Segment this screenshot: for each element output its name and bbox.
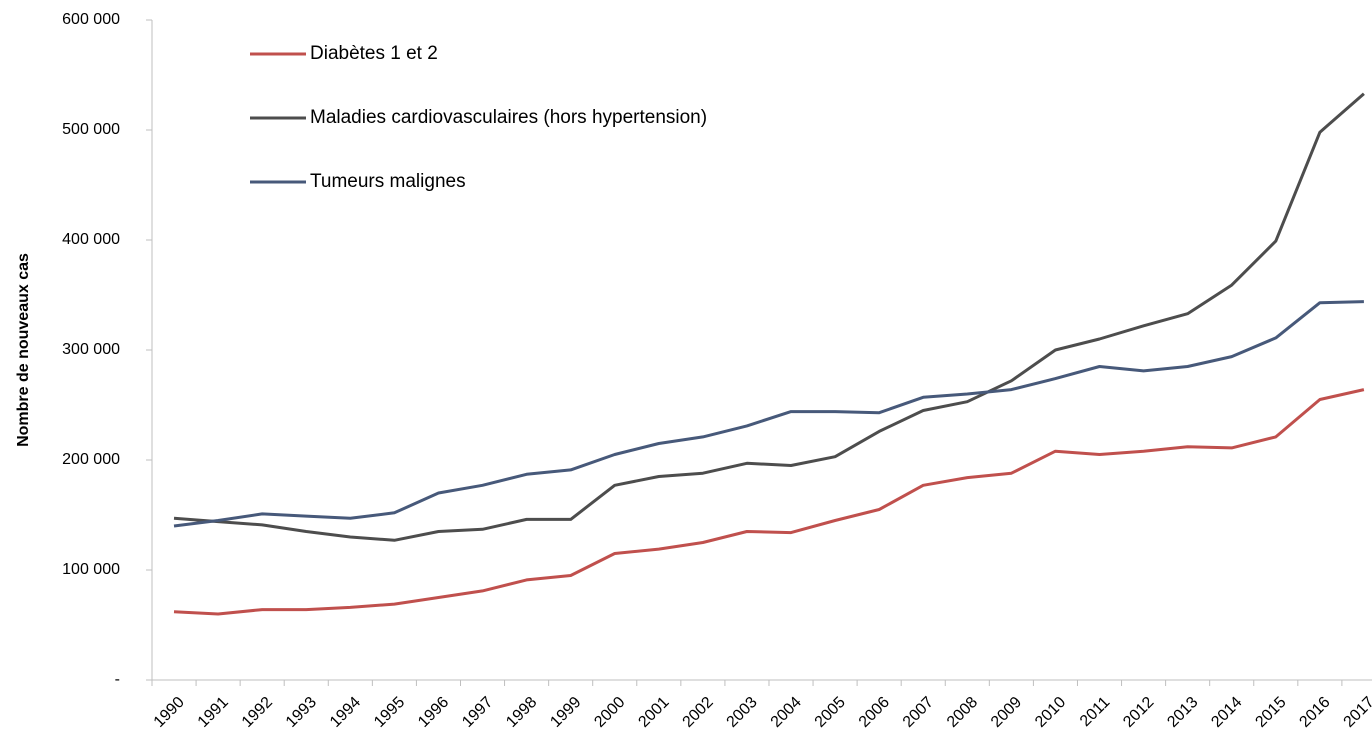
x-tick-label: 1992 xyxy=(239,694,276,731)
x-tick-label: 2002 xyxy=(679,694,716,731)
x-tick-label: 1996 xyxy=(415,694,452,731)
series-line xyxy=(173,388,1365,616)
legend-label: Tumeurs malignes xyxy=(310,171,466,192)
x-tick-label: 2006 xyxy=(856,694,893,731)
x-tick-label: 2004 xyxy=(768,694,805,731)
x-tick-label: 2011 xyxy=(1077,694,1113,730)
legend-label: Maladies cardiovasculaires (hors hyperte… xyxy=(310,107,707,128)
y-tick-label: 600 000 xyxy=(62,11,120,28)
x-tick-label: 1990 xyxy=(151,694,188,731)
y-tick-label: 500 000 xyxy=(62,121,120,138)
x-tick-label: 2016 xyxy=(1296,694,1333,731)
x-tick-label: 1995 xyxy=(371,694,408,731)
x-tick-label: 1999 xyxy=(547,694,584,731)
series-line xyxy=(173,92,1365,542)
x-tick-label: 2008 xyxy=(944,694,981,731)
x-tick-label: 2007 xyxy=(900,694,937,731)
x-tick-label: 2013 xyxy=(1164,694,1201,731)
x-tick-label: 2000 xyxy=(591,694,628,731)
x-tick-label: 2012 xyxy=(1120,694,1157,731)
y-axis-label: Nombre de nouveaux cas xyxy=(15,253,32,447)
x-tick-label: 2005 xyxy=(812,694,849,731)
series-line xyxy=(173,300,1364,528)
x-tick-label: 2001 xyxy=(635,694,672,731)
x-tick-label: 2017 xyxy=(1341,694,1372,731)
x-tick-label: 2010 xyxy=(1032,694,1069,731)
x-tick-label: 1991 xyxy=(195,694,232,731)
y-tick-label: 100 000 xyxy=(62,561,120,578)
y-tick-label: 300 000 xyxy=(62,341,120,358)
x-tick-label: 2009 xyxy=(988,694,1025,731)
x-tick-label: 1994 xyxy=(327,694,364,731)
x-tick-label: 2014 xyxy=(1208,694,1245,731)
y-tick-label: 400 000 xyxy=(62,231,120,248)
x-tick-label: 2015 xyxy=(1252,694,1289,731)
y-tick-label: 200 000 xyxy=(62,451,120,468)
legend-label: Diabètes 1 et 2 xyxy=(310,43,438,64)
x-tick-label: 1998 xyxy=(503,694,540,731)
y-tick-label: - xyxy=(115,671,120,688)
x-tick-label: 1993 xyxy=(283,694,320,731)
x-tick-label: 2003 xyxy=(724,694,761,731)
x-tick-label: 1997 xyxy=(459,694,496,731)
